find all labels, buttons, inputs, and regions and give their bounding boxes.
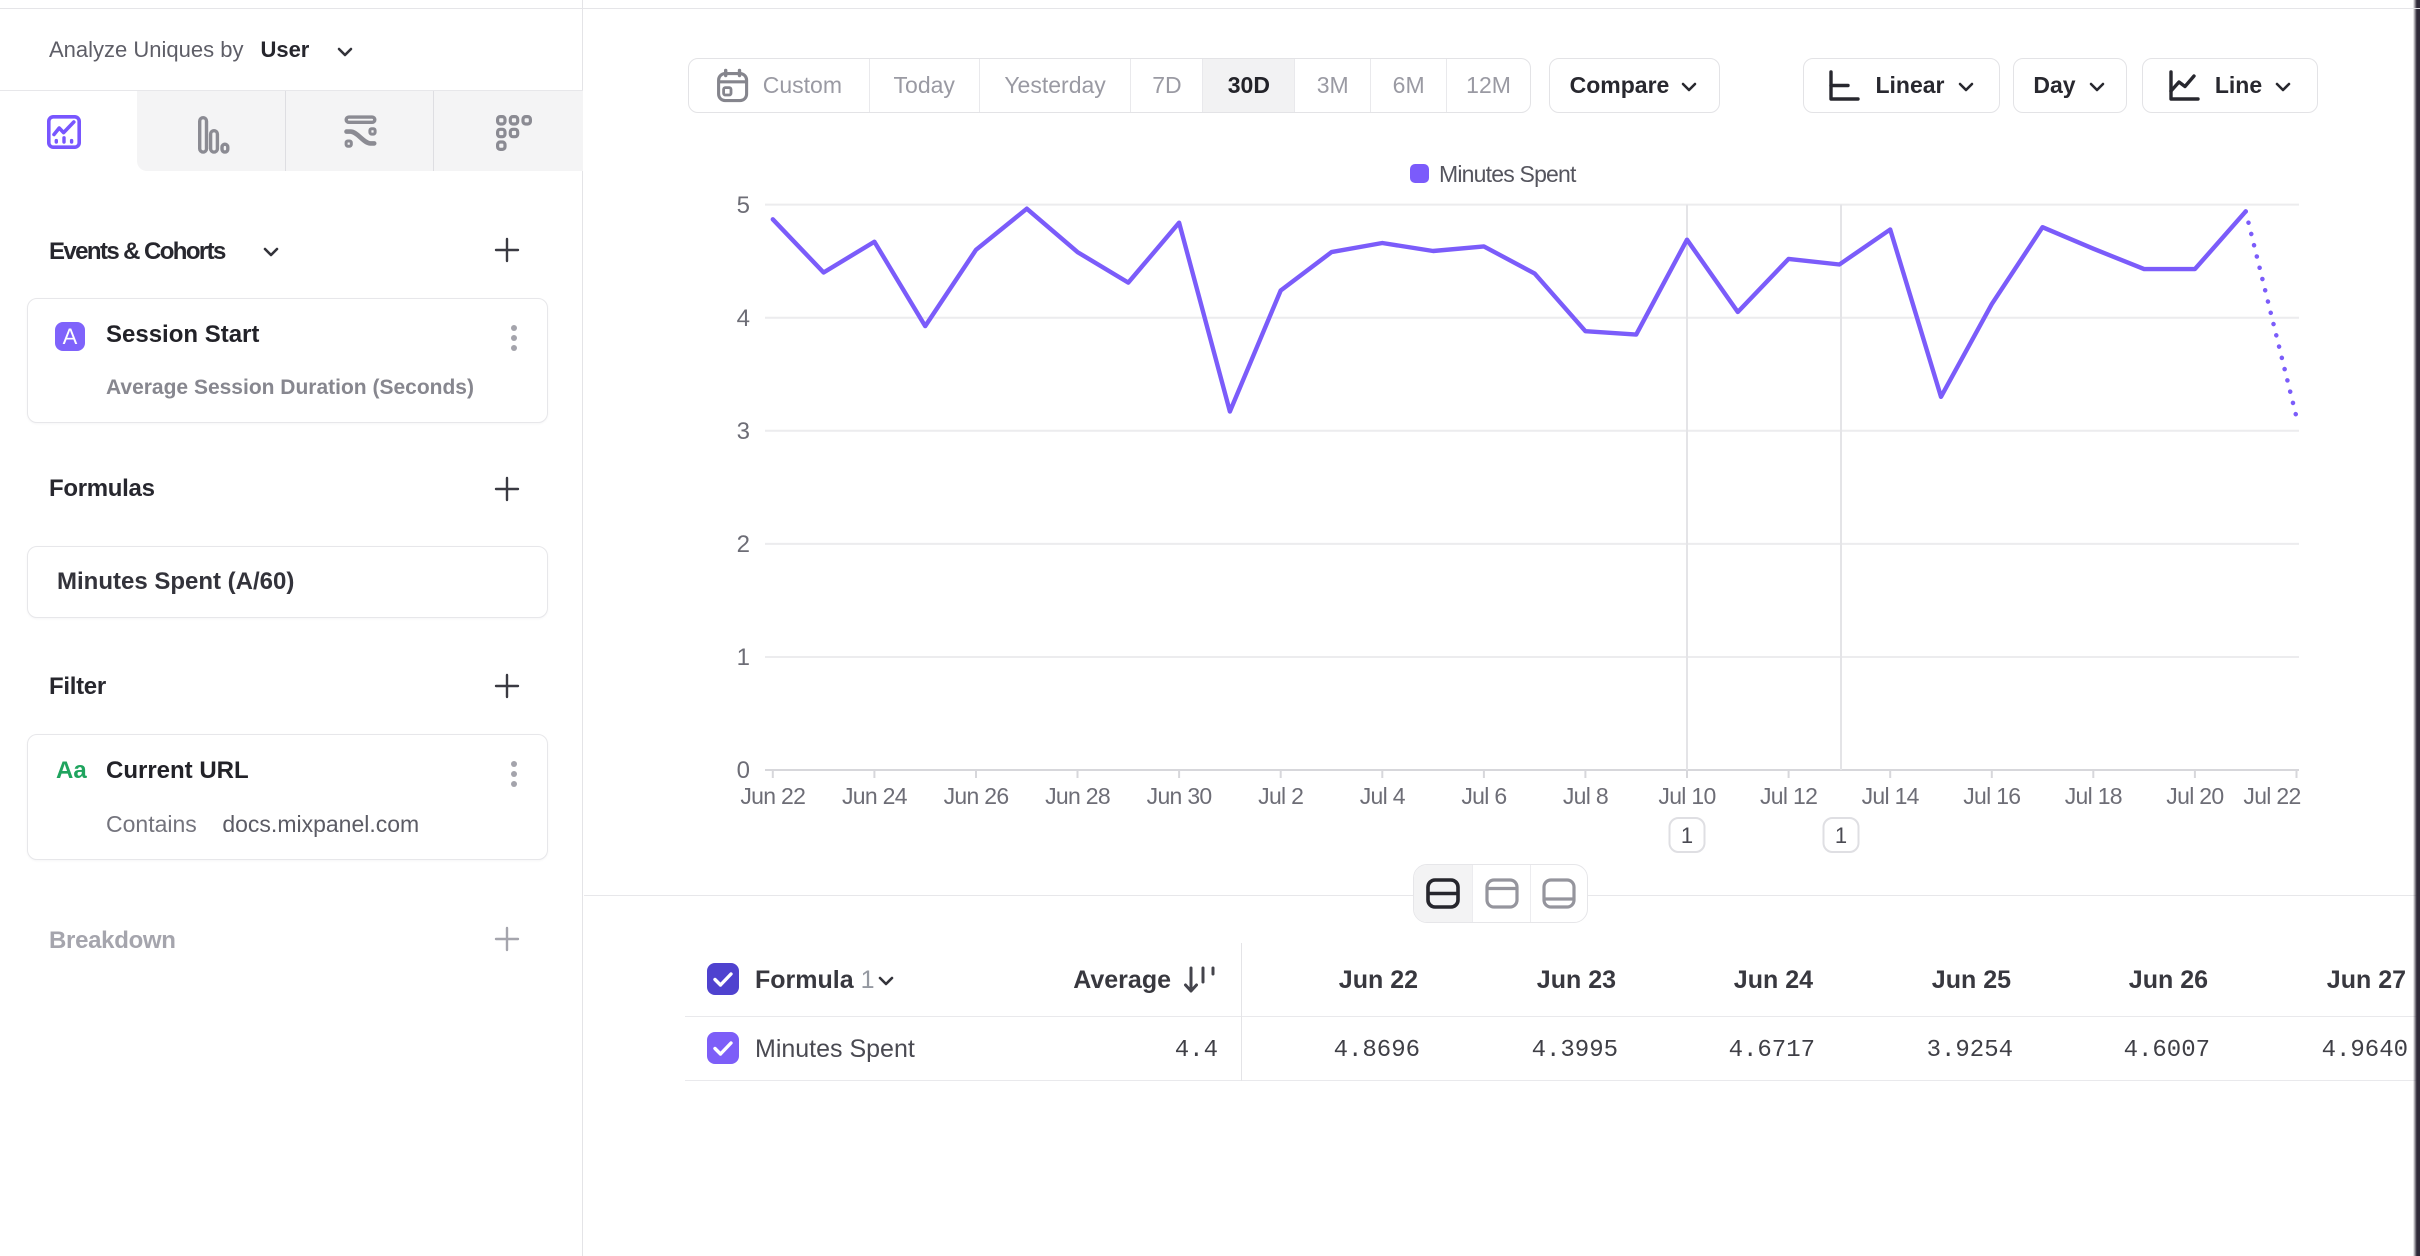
svg-text:Jul 16: Jul 16 [1963, 783, 2020, 809]
svg-text:Jul 14: Jul 14 [1862, 783, 1920, 809]
svg-text:4: 4 [737, 305, 750, 332]
svg-text:Jun 22: Jun 22 [740, 783, 805, 809]
svg-text:1: 1 [1835, 823, 1847, 848]
svg-text:Jul 6: Jul 6 [1461, 783, 1506, 809]
svg-text:1: 1 [1681, 823, 1693, 848]
svg-text:5: 5 [737, 192, 750, 219]
svg-text:Jul 10: Jul 10 [1658, 783, 1715, 809]
svg-text:1: 1 [737, 644, 750, 671]
svg-text:Jun 30: Jun 30 [1147, 783, 1212, 809]
svg-text:Jul 8: Jul 8 [1563, 783, 1608, 809]
svg-text:Jul 4: Jul 4 [1360, 783, 1406, 809]
svg-text:Jun 28: Jun 28 [1045, 783, 1110, 809]
svg-text:Jun 24: Jun 24 [842, 783, 908, 809]
svg-text:Jul 18: Jul 18 [2065, 783, 2122, 809]
svg-text:2: 2 [737, 531, 750, 558]
svg-text:Jul 22: Jul 22 [2243, 783, 2300, 809]
svg-text:Jul 20: Jul 20 [2166, 783, 2223, 809]
svg-text:3: 3 [737, 418, 750, 445]
svg-text:Jul 12: Jul 12 [1760, 783, 1817, 809]
svg-text:0: 0 [737, 757, 750, 784]
svg-text:Minutes Spent: Minutes Spent [1439, 161, 1577, 187]
svg-text:Jul 2: Jul 2 [1258, 783, 1303, 809]
svg-text:Jun 26: Jun 26 [944, 783, 1009, 809]
